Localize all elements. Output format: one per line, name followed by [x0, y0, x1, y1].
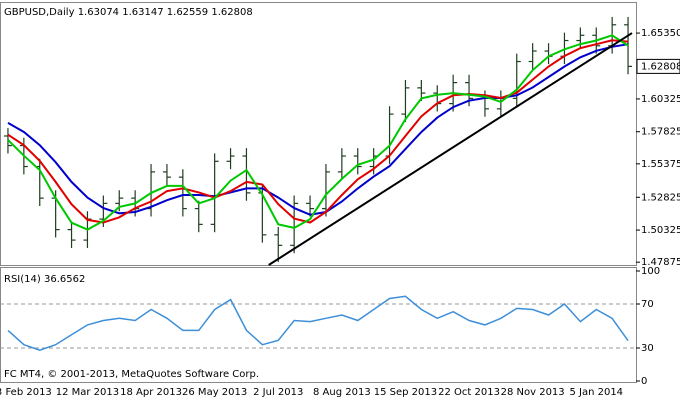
x-tick-label: 8 Aug 2013	[313, 387, 371, 398]
chart-header: GBPUSD,Daily 1.63074 1.63147 1.62559 1.6…	[4, 7, 253, 18]
x-tick-label: 3 Feb 2013	[0, 387, 52, 398]
high-value: 1.63147	[122, 7, 163, 18]
x-tick-label: 5 Jan 2014	[569, 387, 623, 398]
x-tick-label: 28 Nov 2013	[501, 387, 565, 398]
moving-average	[7, 34, 629, 231]
moving-average	[7, 43, 629, 216]
copyright: FC MT4, © 2001-2013, MetaQuotes Software…	[4, 369, 259, 380]
x-tick-label: 15 Sep 2013	[374, 387, 437, 398]
y-tick-label: 1.55375	[641, 159, 680, 170]
y-tick-label: 1.47875	[641, 257, 680, 268]
rsi-title: RSI(14)	[4, 274, 41, 285]
y-tick-label: 1.65350	[641, 28, 680, 39]
rsi-header: RSI(14) 36.6562	[4, 274, 85, 285]
y-tick-label: 0	[641, 376, 647, 387]
close-value: 1.62808	[211, 7, 252, 18]
x-tick-label: 2 Jul 2013	[253, 387, 303, 398]
y-tick-label: 1.57825	[641, 127, 680, 138]
rsi-value: 36.6562	[44, 274, 85, 285]
open-value: 1.63074	[78, 7, 119, 18]
main-panel	[0, 2, 637, 266]
moving-average	[7, 39, 629, 224]
y-tick-label: 1.50325	[641, 225, 680, 236]
y-tick-label: 1.52825	[641, 192, 680, 203]
y-tick-label: 1.60325	[641, 94, 680, 105]
chart-title: GBPUSD,Daily	[4, 7, 75, 18]
last-price-box	[636, 58, 680, 74]
trendline	[268, 32, 633, 266]
x-tick-label: 12 Mar 2013	[56, 387, 119, 398]
rsi-line	[7, 295, 629, 351]
x-tick-label: 22 Oct 2013	[438, 387, 500, 398]
y-tick-label: 30	[641, 343, 654, 354]
y-tick-label: 100	[641, 266, 660, 277]
x-tick-label: 18 Apr 2013	[120, 387, 182, 398]
rsi-panel	[0, 267, 637, 383]
last-price-label: 1.62808	[641, 61, 680, 72]
y-tick-label: 70	[641, 299, 654, 310]
low-value: 1.62559	[167, 7, 208, 18]
x-tick-label: 26 May 2013	[182, 387, 247, 398]
